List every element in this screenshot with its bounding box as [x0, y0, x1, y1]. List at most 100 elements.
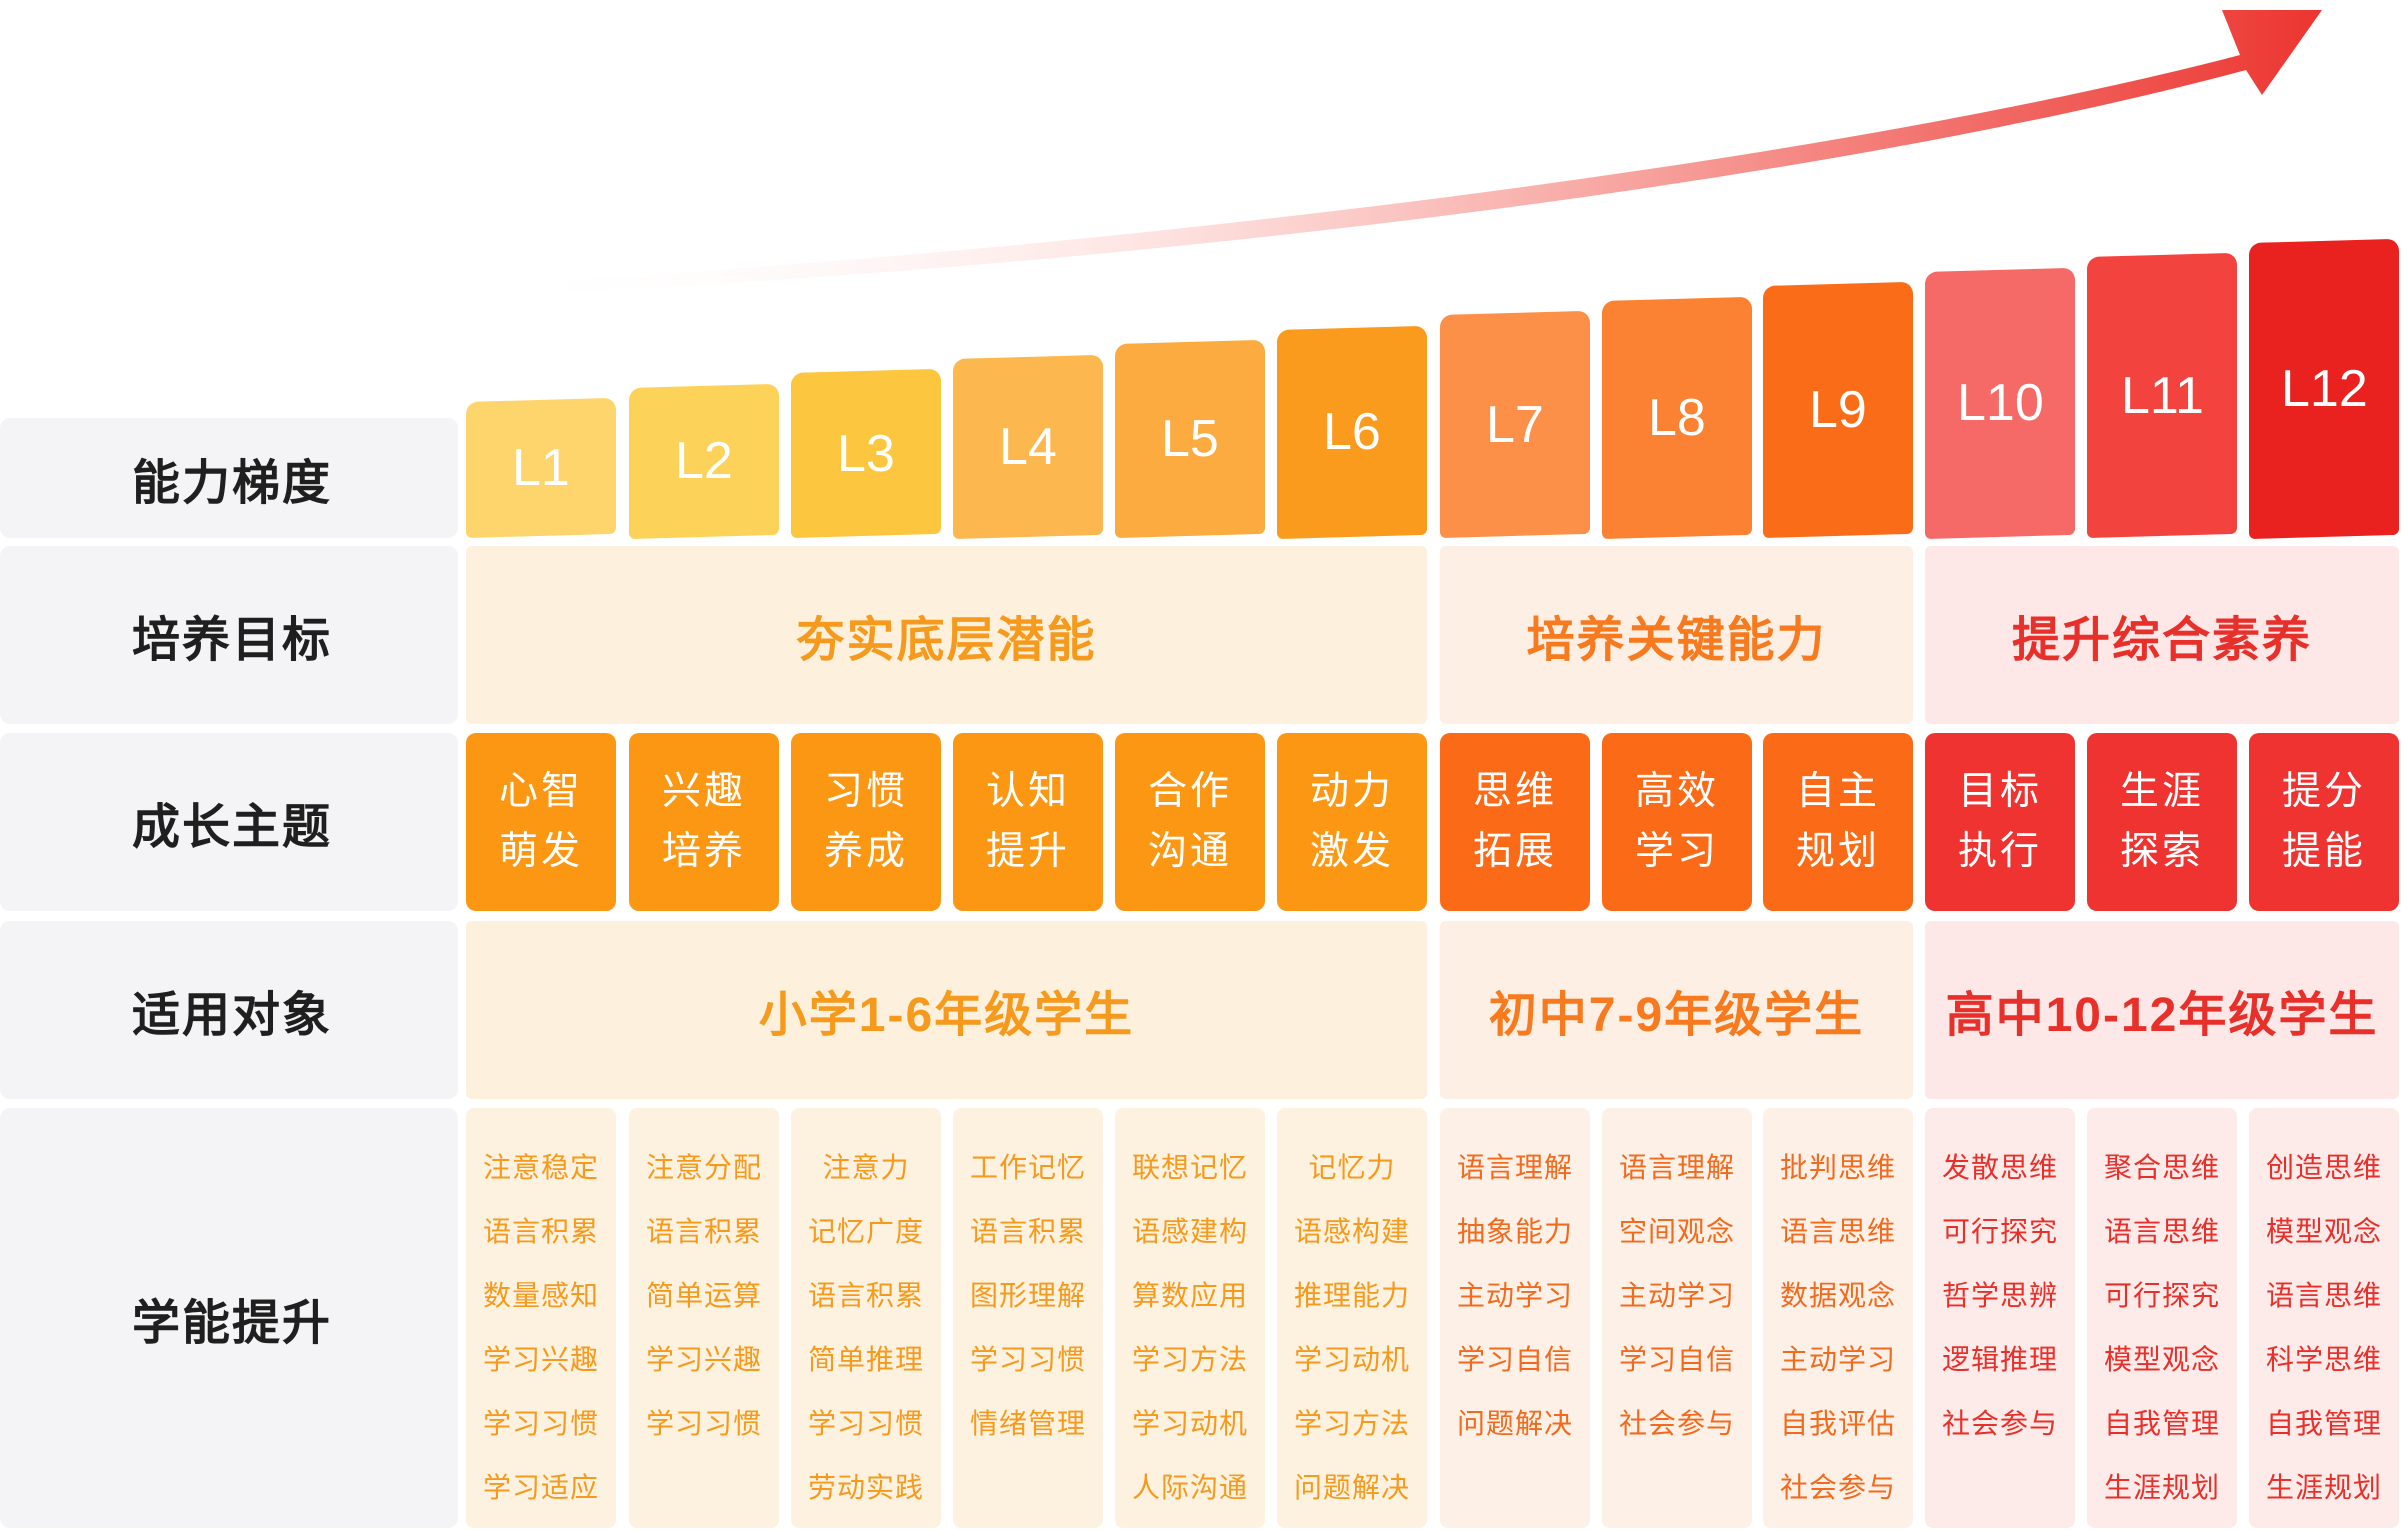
theme-tile-5: 合作 沟通 [1115, 733, 1265, 911]
skill-item: 自我管理 [2103, 1408, 2220, 1439]
skill-column-12: 创造思维 模型观念 语言思维 科学思维 自我管理 生涯规划 [2249, 1108, 2399, 1528]
goal-band-2: 培养关键能力 [1440, 546, 1913, 724]
skill-item: 学习方法 [1131, 1344, 1248, 1375]
skill-column-3: 注意力 记忆广度 语言积累 简单推理 学习习惯 劳动实践 [791, 1108, 941, 1528]
skill-item: 主动学习 [1779, 1344, 1896, 1375]
row-label-audience: 适用对象 [0, 921, 458, 1099]
skill-item: 学习自信 [1618, 1344, 1735, 1375]
skill-item: 语感构建 [1293, 1216, 1410, 1247]
skill-item: 社会参与 [1618, 1408, 1735, 1439]
skill-item: 社会参与 [1941, 1408, 2058, 1439]
level-block-l10: L10 [1925, 267, 2075, 538]
level-label: L7 [1486, 395, 1544, 454]
skill-item: 情绪管理 [969, 1408, 1086, 1439]
level-block-l1: L1 [466, 397, 616, 538]
skill-item: 创造思维 [2265, 1152, 2382, 1183]
theme-tile-11: 生涯 探索 [2087, 733, 2237, 911]
theme-tile-3: 习惯 养成 [791, 733, 941, 911]
skill-item: 图形理解 [969, 1280, 1086, 1311]
skill-column-8: 语言理解 空间观念 主动学习 学习自信 社会参与 [1602, 1108, 1752, 1528]
skill-item: 聚合思维 [2103, 1152, 2220, 1183]
skill-item: 人际沟通 [1131, 1472, 1248, 1503]
skill-item: 主动学习 [1456, 1280, 1573, 1311]
skill-item: 注意分配 [645, 1152, 762, 1183]
skill-item: 学习动机 [1131, 1408, 1248, 1439]
skill-column-4: 工作记忆 语言积累 图形理解 学习习惯 情绪管理 [953, 1108, 1103, 1528]
theme-tile-2: 兴趣 培养 [629, 733, 779, 911]
skill-item: 学习动机 [1293, 1344, 1410, 1375]
audience-band-1: 小学1-6年级学生 [466, 921, 1427, 1099]
skill-item: 抽象能力 [1456, 1216, 1573, 1247]
theme-tile-4: 认知 提升 [953, 733, 1103, 911]
theme-tile-6: 动力 激发 [1277, 733, 1427, 911]
skill-item: 劳动实践 [807, 1472, 924, 1503]
theme-tile-8: 高效 学习 [1602, 733, 1752, 911]
skill-column-2: 注意分配语言积累简单运算学习兴趣学习习惯 [629, 1108, 779, 1528]
skill-item: 语言思维 [2265, 1280, 2382, 1311]
skill-item: 学习习惯 [645, 1408, 762, 1439]
skill-item: 注意力 [822, 1152, 910, 1183]
skill-column-5: 联想记忆 语感建构 算数应用 学习方法 学习动机 人际沟通 [1115, 1108, 1265, 1528]
skill-item: 学习兴趣 [645, 1344, 762, 1375]
skill-item: 算数应用 [1131, 1280, 1248, 1311]
skill-item: 简单运算 [645, 1280, 762, 1311]
level-label: L9 [1809, 380, 1867, 439]
level-label: L8 [1648, 388, 1706, 447]
skill-column-7: 语言理解 抽象能力 主动学习 学习自信 问题解决 [1440, 1108, 1590, 1528]
skill-item: 主动学习 [1618, 1280, 1735, 1311]
level-label: L6 [1323, 402, 1381, 461]
level-label: L12 [2280, 359, 2368, 418]
skill-item: 语言理解 [1456, 1152, 1573, 1183]
skill-item: 哲学思辨 [1941, 1280, 2058, 1311]
skill-item: 社会参与 [1779, 1472, 1896, 1503]
level-block-l11: L11 [2087, 252, 2237, 538]
level-block-l12: L12 [2249, 238, 2399, 538]
row-label-goal: 培养目标 [0, 546, 458, 724]
skill-item: 语言理解 [1618, 1152, 1735, 1183]
goal-band-3: 提升综合素养 [1925, 546, 2399, 724]
skill-item: 模型观念 [2265, 1216, 2382, 1247]
skill-item: 联想记忆 [1131, 1152, 1248, 1183]
audience-band-3: 高中10-12年级学生 [1925, 921, 2399, 1099]
skill-column-11: 聚合思维语言思维可行探究模型观念自我管理生涯规划 [2087, 1108, 2237, 1528]
skill-item: 生涯规划 [2265, 1472, 2382, 1503]
skill-item: 工作记忆 [969, 1152, 1086, 1183]
skill-item: 可行探究 [2103, 1280, 2220, 1311]
skill-item: 学习方法 [1293, 1408, 1410, 1439]
level-block-l5: L5 [1115, 339, 1265, 538]
level-label: L3 [837, 424, 895, 483]
skill-item: 学习习惯 [482, 1408, 599, 1439]
level-block-l2: L2 [629, 383, 779, 538]
row-label-theme: 成长主题 [0, 733, 458, 911]
row-label-ability: 能力梯度 [0, 418, 458, 538]
skill-item: 语言积累 [645, 1216, 762, 1247]
skill-item: 数据观念 [1779, 1280, 1896, 1311]
row-label-skills: 学能提升 [0, 1108, 458, 1528]
skill-item: 生涯规划 [2103, 1472, 2220, 1503]
skill-item: 记忆力 [1308, 1152, 1396, 1183]
skill-item: 学习兴趣 [482, 1344, 599, 1375]
goal-band-1: 夯实底层潜能 [466, 546, 1427, 724]
skill-item: 科学思维 [2265, 1344, 2382, 1375]
skill-column-10: 发散思维 可行探究 哲学思辨 逻辑推理 社会参与 [1925, 1108, 2075, 1528]
skill-item: 问题解决 [1293, 1472, 1410, 1503]
level-label: L10 [1956, 373, 2044, 432]
level-block-l3: L3 [791, 368, 941, 538]
skill-item: 注意稳定 [482, 1152, 599, 1183]
level-label: L5 [1161, 409, 1219, 468]
skill-item: 自我评估 [1779, 1408, 1896, 1439]
theme-tile-12: 提分 提能 [2249, 733, 2399, 911]
skill-item: 推理能力 [1293, 1280, 1410, 1311]
skill-item: 语言思维 [2103, 1216, 2220, 1247]
skill-item: 模型观念 [2103, 1344, 2220, 1375]
skill-item: 语言积累 [482, 1216, 599, 1247]
level-block-l8: L8 [1602, 296, 1752, 538]
level-label: L4 [999, 417, 1057, 476]
skill-column-6: 记忆力语感构建推理能力学习动机学习方法问题解决 [1277, 1108, 1427, 1528]
level-label: L11 [2120, 366, 2204, 425]
skill-item: 批判思维 [1779, 1152, 1896, 1183]
skill-item: 数量感知 [482, 1280, 599, 1311]
level-block-l9: L9 [1763, 281, 1913, 538]
skill-item: 语言积累 [969, 1216, 1086, 1247]
theme-tile-9: 自主 规划 [1763, 733, 1913, 911]
